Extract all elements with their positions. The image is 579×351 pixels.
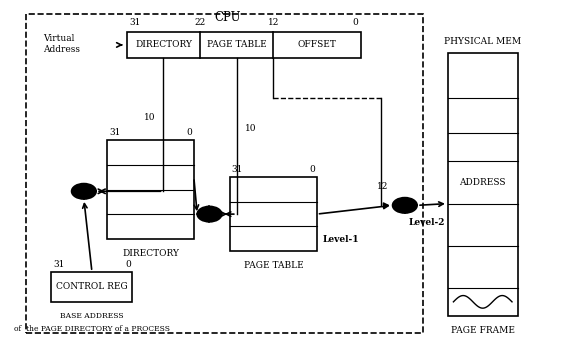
Text: 0: 0 [186, 128, 192, 137]
Text: 10: 10 [245, 125, 256, 133]
FancyBboxPatch shape [448, 53, 518, 316]
Text: 0: 0 [309, 165, 315, 174]
Text: 31: 31 [53, 259, 64, 269]
Text: OFFSET: OFFSET [298, 40, 337, 49]
Text: CONTROL REG: CONTROL REG [56, 283, 128, 291]
Text: PAGE FRAME: PAGE FRAME [450, 326, 515, 336]
Text: BASE ADDRESS: BASE ADDRESS [60, 312, 124, 320]
Text: 0: 0 [353, 18, 358, 27]
Text: Level-1: Level-1 [323, 235, 359, 244]
Text: 10: 10 [144, 113, 155, 122]
FancyBboxPatch shape [52, 272, 133, 302]
Text: PHYSICAL MEM: PHYSICAL MEM [444, 37, 521, 46]
Text: 31: 31 [109, 128, 120, 137]
Text: 31: 31 [130, 18, 141, 27]
Text: DIRECTORY: DIRECTORY [122, 249, 179, 258]
Text: 22: 22 [195, 18, 206, 27]
FancyBboxPatch shape [107, 140, 194, 239]
Text: Level-2: Level-2 [409, 218, 445, 227]
Text: PAGE TABLE: PAGE TABLE [244, 261, 303, 271]
Circle shape [393, 198, 417, 213]
Circle shape [197, 206, 222, 222]
Text: 0: 0 [125, 259, 131, 269]
Text: CPU: CPU [214, 11, 241, 24]
Text: of  the PAGE DIRECTORY of a PROCESS: of the PAGE DIRECTORY of a PROCESS [14, 325, 170, 333]
Text: ADDRESS: ADDRESS [460, 178, 506, 187]
Circle shape [72, 184, 96, 199]
Text: PAGE TABLE: PAGE TABLE [207, 40, 266, 49]
Text: 12: 12 [377, 182, 388, 191]
Text: 12: 12 [267, 18, 279, 27]
FancyBboxPatch shape [127, 32, 361, 58]
Text: Virtual
Address: Virtual Address [43, 34, 80, 54]
Text: DIRECTORY: DIRECTORY [135, 40, 192, 49]
Text: 31: 31 [232, 165, 243, 174]
FancyBboxPatch shape [230, 177, 317, 251]
